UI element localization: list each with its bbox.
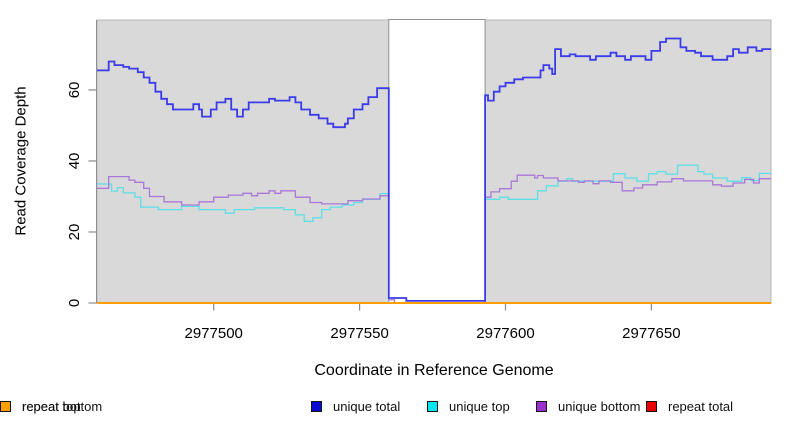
series-unique-total [97,37,771,302]
legend-label: repeat top [22,399,81,414]
y-axis-tick-label: 60 [66,82,83,99]
legend-label: unique top [449,399,510,414]
legend-label: unique bottom [558,399,641,414]
legend-swatch-repeat-bottom [0,401,11,412]
y-axis-title: Read Coverage Depth [12,86,30,236]
legend-label: repeat total [668,399,734,414]
legend-label: repeat bottom [22,399,103,414]
gap-region [388,19,486,304]
x-axis-title: Coordinate in Reference Genome [314,362,554,379]
y-axis-tick-label: 0 [66,299,83,307]
legend-swatch-unique-total [311,401,322,412]
legend-item-repeat-bottom: repeat bottom [0,399,102,414]
legend-item-unique-top: unique top [427,399,510,414]
legend-item-repeat-total: repeat total [646,399,733,414]
legend-swatch-unique-bottom [536,401,547,412]
legend-label: unique total [333,399,401,414]
legend-item-unique-total: unique total [311,399,400,414]
legend-swatch-repeat-total [646,401,657,412]
legend-item-unique-bottom: unique bottom [536,399,640,414]
legend-swatch-unique-top [427,401,438,412]
x-axis-tick-label: 2977500 [185,325,243,342]
y-axis-tick-label: 20 [66,224,83,241]
y-axis-tick-label: 40 [66,153,83,170]
x-axis-tick-label: 2977650 [622,325,680,342]
x-axis-tick-label: 2977600 [476,325,534,342]
series-unique-bottom [97,174,771,304]
x-axis-tick-label: 2977550 [330,325,388,342]
